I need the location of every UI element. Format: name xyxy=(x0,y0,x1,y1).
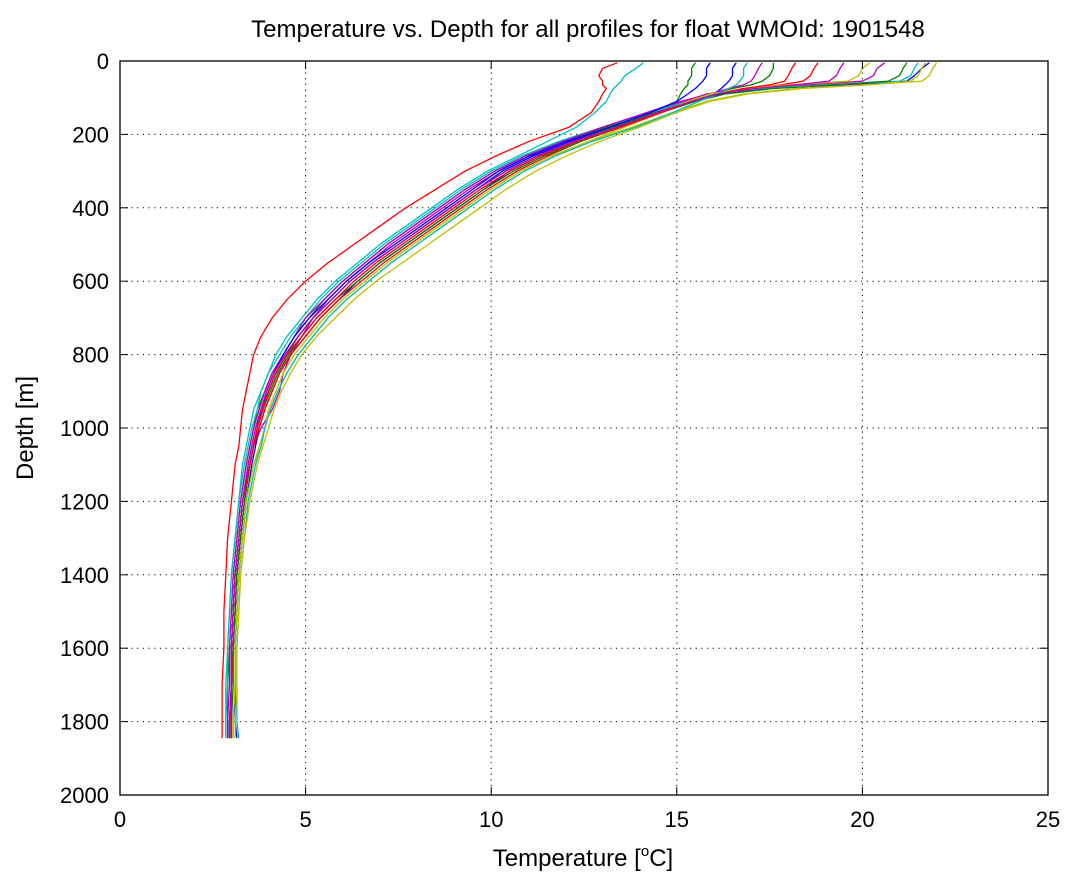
x-axis-label-prefix: Temperature [ xyxy=(493,845,641,872)
profile-line xyxy=(230,62,908,739)
y-tick-label: 600 xyxy=(72,269,109,294)
profile-line xyxy=(221,62,618,739)
grid-lines xyxy=(120,61,1048,795)
x-axis-label-superscript: o xyxy=(641,843,649,860)
x-tick-label: 5 xyxy=(299,807,311,832)
x-axis-label-suffix: C] xyxy=(649,845,673,872)
y-tick-label: 800 xyxy=(72,343,109,368)
x-tick-labels: 0 5 10 15 20 25 xyxy=(114,807,1060,832)
y-tick-label: 1600 xyxy=(60,636,109,661)
y-tick-label: 200 xyxy=(72,122,109,147)
y-tick-label: 1200 xyxy=(60,489,109,514)
x-tick-label: 25 xyxy=(1036,807,1060,832)
axis-ticks xyxy=(119,60,1049,796)
x-tick-label: 10 xyxy=(479,807,503,832)
y-tick-label: 400 xyxy=(72,196,109,221)
y-tick-label: 1400 xyxy=(60,563,109,588)
profile-line xyxy=(228,62,845,739)
y-tick-label: 2000 xyxy=(60,783,109,808)
chart-title: Temperature vs. Depth for all profiles f… xyxy=(251,16,925,43)
y-tick-labels: 0 200 400 600 800 1000 1200 1400 1600 1800 2000 xyxy=(60,49,109,808)
y-tick-label: 0 xyxy=(97,49,109,74)
y-axis-label: Depth [m] xyxy=(12,376,39,480)
y-tick-label: 1000 xyxy=(60,416,109,441)
profile-lines xyxy=(221,62,938,739)
x-tick-label: 20 xyxy=(850,807,874,832)
x-tick-label: 15 xyxy=(665,807,689,832)
x-tick-label: 0 xyxy=(114,807,126,832)
profile-line xyxy=(234,62,927,739)
y-tick-label: 1800 xyxy=(60,710,109,735)
x-axis-label: Temperature [oC] xyxy=(493,843,673,872)
